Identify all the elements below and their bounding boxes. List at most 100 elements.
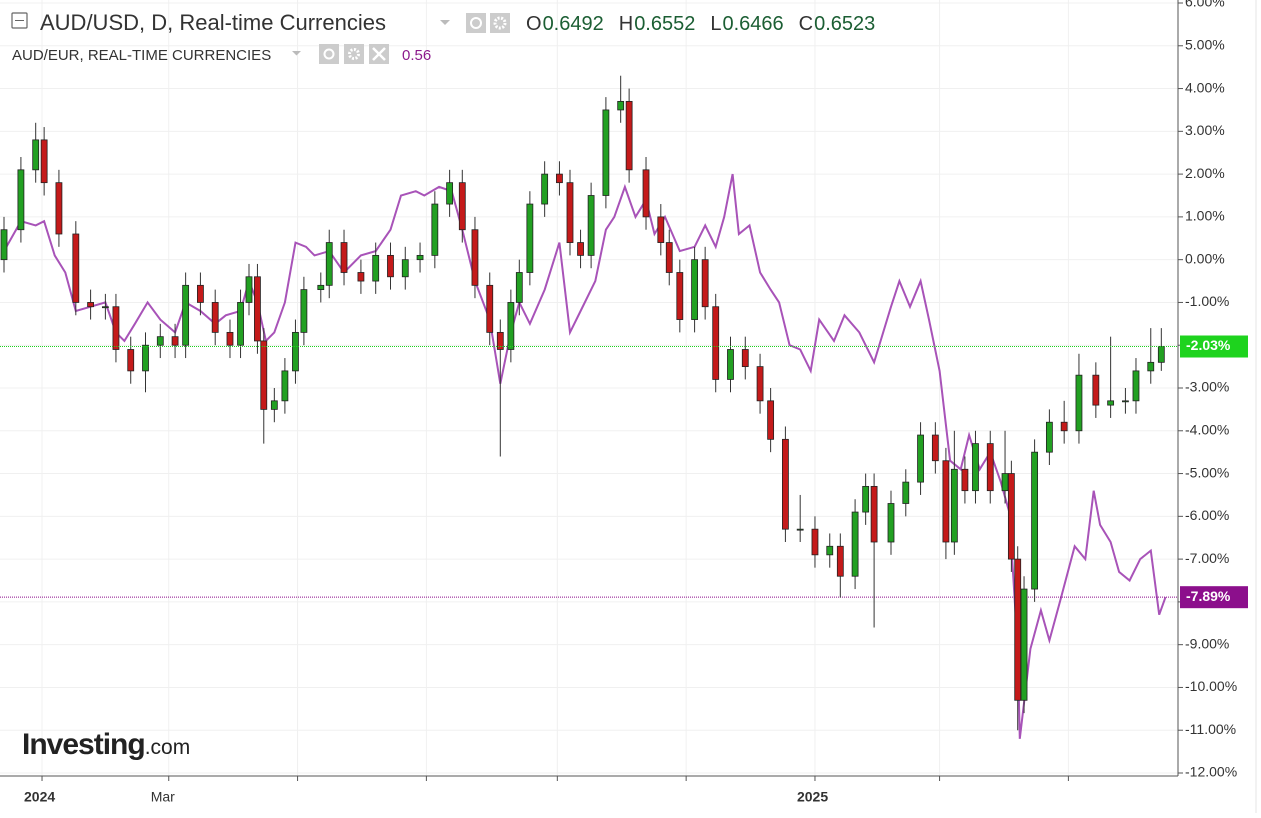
- y-tick-label: 4.00%: [1185, 79, 1225, 95]
- candle-body: [431, 203, 439, 256]
- candle-body: [270, 400, 278, 410]
- candle-body: [961, 468, 969, 492]
- candle-body: [292, 331, 299, 372]
- y-tick-label: 1.00%: [1185, 208, 1225, 224]
- y-tick-label: 0.00%: [1185, 250, 1225, 266]
- y-tick-label: -7.00%: [1185, 550, 1229, 566]
- y-tick-label: 3.00%: [1185, 122, 1225, 138]
- candle-body: [1132, 370, 1140, 402]
- dropdown-arrow[interactable]: [440, 20, 450, 25]
- collapse-icon[interactable]: [11, 12, 28, 29]
- settings-button[interactable]: [490, 13, 510, 33]
- y-tick-label: -4.00%: [1185, 421, 1229, 437]
- overlay-value: 0.56: [402, 47, 431, 64]
- candle-body: [17, 169, 25, 231]
- candle-body: [496, 331, 504, 350]
- candle-body: [902, 481, 910, 504]
- ohlc-value: 0.6492: [543, 13, 604, 35]
- candle-body: [1107, 400, 1115, 406]
- candle-body: [254, 276, 261, 342]
- candle-body: [566, 182, 574, 243]
- y-tick-label: -9.00%: [1185, 635, 1229, 651]
- candle-body: [446, 182, 454, 205]
- candle-body: [577, 242, 584, 256]
- candle-body: [32, 139, 40, 171]
- candle-body: [245, 276, 253, 303]
- candle-body: [372, 254, 380, 282]
- candle-body: [101, 306, 109, 309]
- x-tick-label: 2025: [797, 789, 828, 805]
- candle-body: [486, 284, 494, 333]
- visibility-button[interactable]: [466, 13, 486, 33]
- candle-body: [556, 173, 563, 184]
- candle-body: [1031, 451, 1039, 590]
- axes: 6.00% 5.00% 4.00% 3.00% 2.00% 1.00% 0.00% -1.00…: [24, 0, 1248, 805]
- candle-body: [1075, 374, 1083, 432]
- grid: [0, 0, 1178, 776]
- candle-body: [1020, 588, 1028, 701]
- eye-icon: [470, 17, 482, 29]
- candle-body: [642, 169, 650, 218]
- candle-body: [665, 242, 673, 273]
- last-value-label: -2.03%: [1186, 337, 1231, 353]
- candle-body: [112, 306, 120, 350]
- candle-body: [712, 306, 720, 380]
- candle-body: [340, 242, 348, 273]
- visibility-button[interactable]: [319, 44, 339, 64]
- candle-body: [1122, 400, 1129, 403]
- x-tick-label: Mar: [151, 789, 175, 805]
- candle-body: [416, 254, 424, 261]
- ohlc-value: 0.6523: [814, 13, 875, 35]
- y-tick-label: 6.00%: [1185, 0, 1225, 10]
- candle-body: [211, 302, 219, 333]
- candle-body: [156, 336, 164, 346]
- candle-body: [226, 331, 234, 346]
- candle-body: [317, 284, 325, 291]
- candle-body: [657, 216, 665, 243]
- ohlc-key: L: [710, 13, 721, 35]
- overlay-title: AUD/EUR, REAL-TIME CURRENCIES: [12, 47, 271, 64]
- ohlc-key: H: [619, 13, 633, 35]
- candle-body: [1092, 374, 1100, 406]
- candle-body: [767, 400, 775, 440]
- y-tick-label: -12.00%: [1185, 764, 1237, 780]
- candle-body: [851, 511, 859, 577]
- candle-body: [950, 468, 958, 543]
- candle-body: [471, 229, 479, 286]
- candle-body: [182, 284, 190, 346]
- chart-title: AUD/USD, D, Real-time Currencies: [40, 10, 386, 35]
- gear-icon: [348, 48, 360, 60]
- gear-icon: [493, 16, 507, 30]
- candle-body: [171, 336, 179, 346]
- candle-body: [40, 139, 48, 184]
- y-tick-label: -5.00%: [1185, 464, 1229, 480]
- candle-body: [55, 182, 63, 235]
- candle-body: [782, 438, 789, 530]
- candle-body: [1014, 558, 1022, 701]
- candle-body: [325, 242, 333, 286]
- candle-body: [862, 485, 870, 513]
- candle-body: [625, 100, 633, 171]
- candle-body: [526, 203, 534, 273]
- y-tick-label: -1.00%: [1185, 293, 1229, 309]
- candle-body: [387, 254, 394, 278]
- ohlc-key: C: [799, 13, 813, 35]
- candle-body: [727, 349, 734, 380]
- y-tick-label: 5.00%: [1185, 36, 1225, 52]
- candle-body: [931, 434, 939, 462]
- settings-button[interactable]: [344, 44, 364, 64]
- last-value-box: [1180, 586, 1248, 609]
- candle-body: [281, 370, 289, 402]
- candle-body: [72, 233, 80, 303]
- candle-body: [1147, 361, 1155, 372]
- candle-body: [836, 545, 844, 577]
- ohlc-value: 0.6552: [634, 13, 695, 35]
- watermark: Investing.com: [22, 728, 190, 761]
- candle-body: [701, 259, 709, 308]
- candle-body: [1045, 421, 1053, 453]
- candle-body: [1060, 421, 1068, 432]
- candle-body: [986, 443, 994, 492]
- candle-body: [401, 259, 409, 278]
- dropdown-arrow[interactable]: [292, 51, 301, 56]
